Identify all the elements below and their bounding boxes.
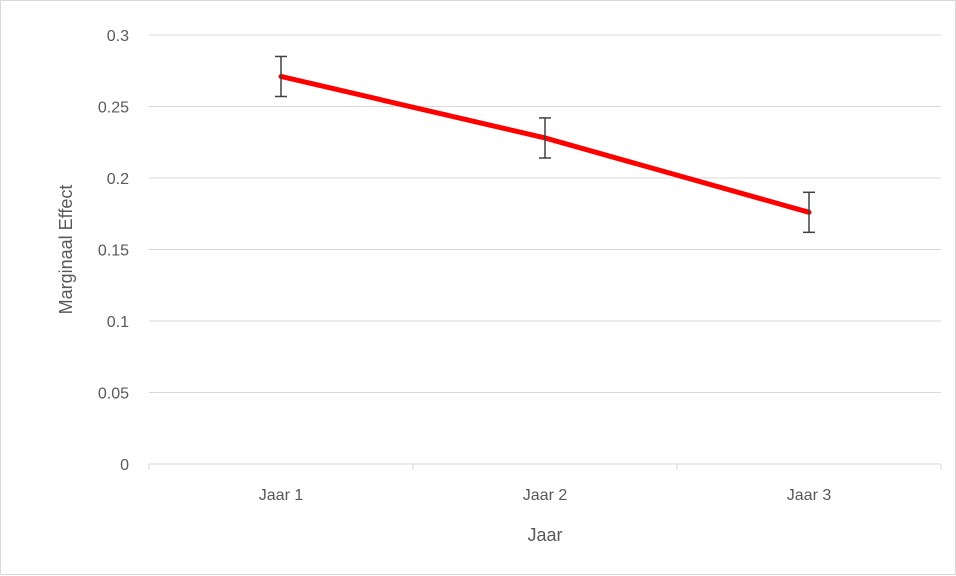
y-axis-title: Marginaal Effect bbox=[56, 185, 76, 315]
x-tick-label: Jaar 3 bbox=[787, 487, 832, 504]
y-tick-label: 0.25 bbox=[98, 100, 129, 117]
y-tick-labels: 0 0.05 0.1 0.15 0.2 0.25 0.3 bbox=[98, 28, 129, 474]
y-tick-label: 0.3 bbox=[107, 28, 129, 45]
y-tick-label: 0.15 bbox=[98, 243, 129, 260]
y-tick-label: 0.2 bbox=[107, 171, 129, 188]
x-tick-label: Jaar 2 bbox=[523, 487, 568, 504]
x-tick-label: Jaar 1 bbox=[259, 487, 304, 504]
y-tick-label: 0.05 bbox=[98, 386, 129, 403]
y-tick-label: 0 bbox=[120, 457, 129, 474]
x-axis-title: Jaar bbox=[527, 525, 562, 545]
gridlines bbox=[149, 35, 941, 470]
series-layer bbox=[275, 56, 815, 232]
x-tick-labels: Jaar 1 Jaar 2 Jaar 3 bbox=[259, 487, 832, 504]
y-tick-label: 0.1 bbox=[107, 314, 129, 331]
